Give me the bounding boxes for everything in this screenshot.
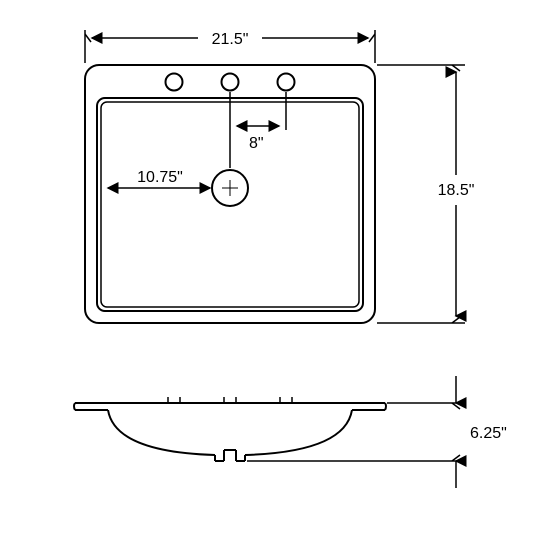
faucet-hole-right: [278, 74, 295, 91]
diagram-container: 21.5" 18.5" 8" 10.75": [0, 0, 550, 550]
faucet-spacing-label: 8": [249, 135, 264, 152]
height-label: 18.5": [438, 182, 475, 199]
faucet-hole-left: [166, 74, 183, 91]
sink-diagram-svg: 21.5" 18.5" 8" 10.75": [0, 0, 550, 550]
faucet-hole-center: [222, 74, 239, 91]
drain-offset-label: 10.75": [137, 169, 183, 186]
depth-label: 6.25": [470, 425, 507, 442]
width-label: 21.5": [212, 31, 249, 48]
profile-view: [74, 397, 386, 461]
